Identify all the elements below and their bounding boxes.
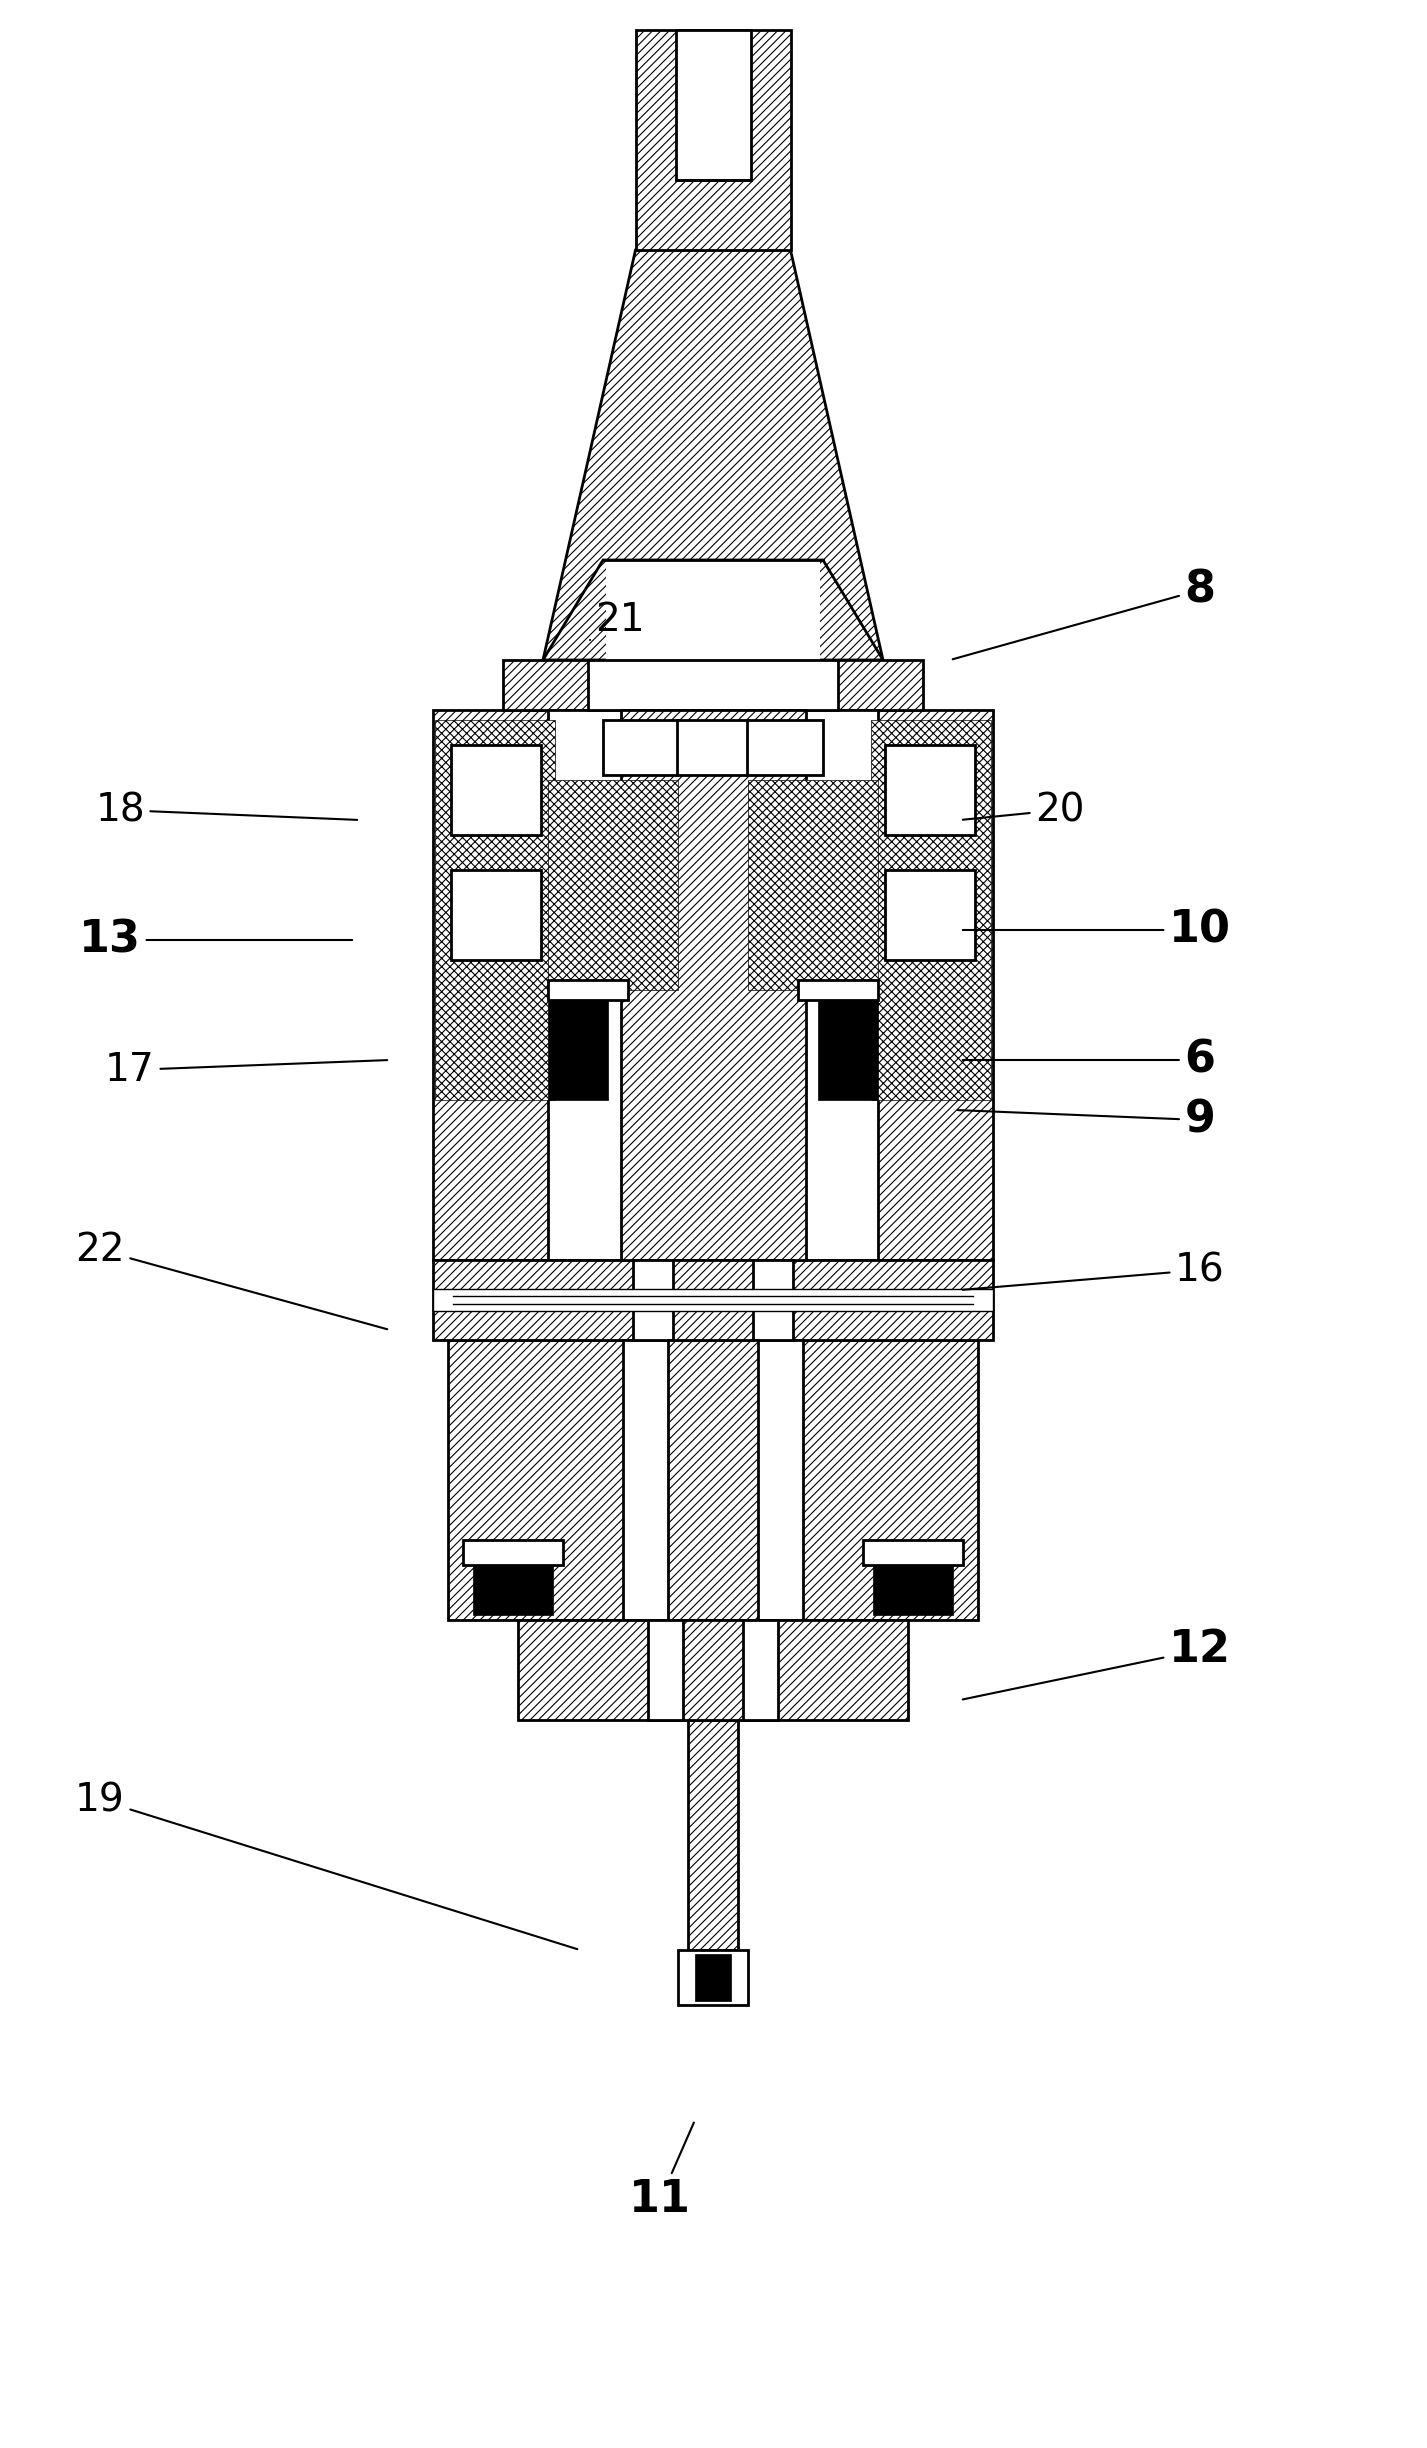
Bar (432, 1261, 993, 1339)
Text: 11: 11 (629, 2122, 694, 2220)
Bar (518, 1621, 908, 1721)
Bar (688, 1721, 738, 1951)
Text: 22: 22 (76, 1231, 387, 1329)
Bar (798, 979, 878, 999)
Polygon shape (544, 250, 883, 661)
Bar (451, 869, 541, 960)
Bar (674, 1261, 753, 1339)
Text: 16: 16 (963, 1251, 1224, 1290)
Bar (885, 744, 975, 835)
Bar (448, 1339, 977, 1621)
Bar (870, 720, 990, 1099)
Bar (675, 29, 751, 179)
Text: 9: 9 (958, 1099, 1216, 1141)
Bar (873, 1559, 953, 1616)
Text: 13: 13 (78, 918, 352, 962)
Bar (502, 661, 923, 710)
Bar (548, 999, 608, 1099)
Bar (634, 1261, 793, 1339)
Bar (818, 999, 878, 1099)
Bar (885, 869, 975, 960)
Bar (472, 1559, 554, 1616)
Text: 21: 21 (589, 602, 645, 639)
Polygon shape (544, 561, 883, 661)
Bar (621, 710, 805, 1261)
Bar (432, 1290, 993, 1312)
Bar (684, 1621, 743, 1721)
Bar (863, 1540, 963, 1564)
Bar (606, 561, 821, 661)
Bar (548, 710, 878, 1261)
Bar (695, 1954, 731, 2000)
Bar (548, 979, 628, 999)
Bar (635, 29, 791, 250)
Bar (548, 781, 678, 989)
Bar (435, 720, 555, 1099)
Text: 10: 10 (963, 908, 1232, 952)
Bar (432, 710, 993, 1261)
Bar (668, 1339, 758, 1621)
Text: 6: 6 (963, 1038, 1216, 1082)
Bar (451, 744, 541, 835)
Bar (748, 781, 878, 989)
Bar (678, 1951, 748, 2005)
Text: 17: 17 (106, 1050, 387, 1089)
Bar (605, 722, 674, 774)
Bar (588, 661, 838, 710)
Text: 8: 8 (953, 568, 1216, 659)
Text: 12: 12 (963, 1628, 1232, 1699)
Bar (462, 1540, 564, 1564)
Text: 20: 20 (963, 791, 1085, 830)
Text: 19: 19 (76, 1782, 578, 1949)
Bar (753, 722, 821, 774)
Text: 18: 18 (96, 791, 357, 830)
Bar (648, 1621, 778, 1721)
Bar (604, 720, 823, 776)
Bar (624, 1339, 803, 1621)
